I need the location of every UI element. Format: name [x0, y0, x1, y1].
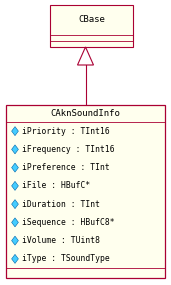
- Polygon shape: [12, 200, 18, 209]
- Text: iFrequency : TInt16: iFrequency : TInt16: [22, 145, 115, 154]
- Polygon shape: [12, 127, 18, 136]
- Bar: [50, 5, 133, 47]
- Text: CBase: CBase: [78, 15, 105, 23]
- Text: iDuration : TInt: iDuration : TInt: [22, 200, 100, 209]
- Text: iSequence : HBufC8*: iSequence : HBufC8*: [22, 218, 115, 227]
- Text: iPriority : TInt16: iPriority : TInt16: [22, 127, 110, 136]
- Text: iType : TSoundType: iType : TSoundType: [22, 255, 110, 263]
- Text: iFile : HBufC*: iFile : HBufC*: [22, 181, 90, 190]
- Polygon shape: [77, 47, 94, 65]
- Polygon shape: [12, 255, 18, 263]
- Polygon shape: [12, 145, 18, 154]
- Bar: [6, 105, 165, 278]
- Text: iPreference : TInt: iPreference : TInt: [22, 163, 110, 172]
- Text: iVolume : TUint8: iVolume : TUint8: [22, 236, 100, 245]
- Polygon shape: [12, 236, 18, 245]
- Polygon shape: [12, 163, 18, 172]
- Text: CAknSoundInfo: CAknSoundInfo: [51, 109, 120, 118]
- Polygon shape: [12, 218, 18, 227]
- Polygon shape: [12, 181, 18, 190]
